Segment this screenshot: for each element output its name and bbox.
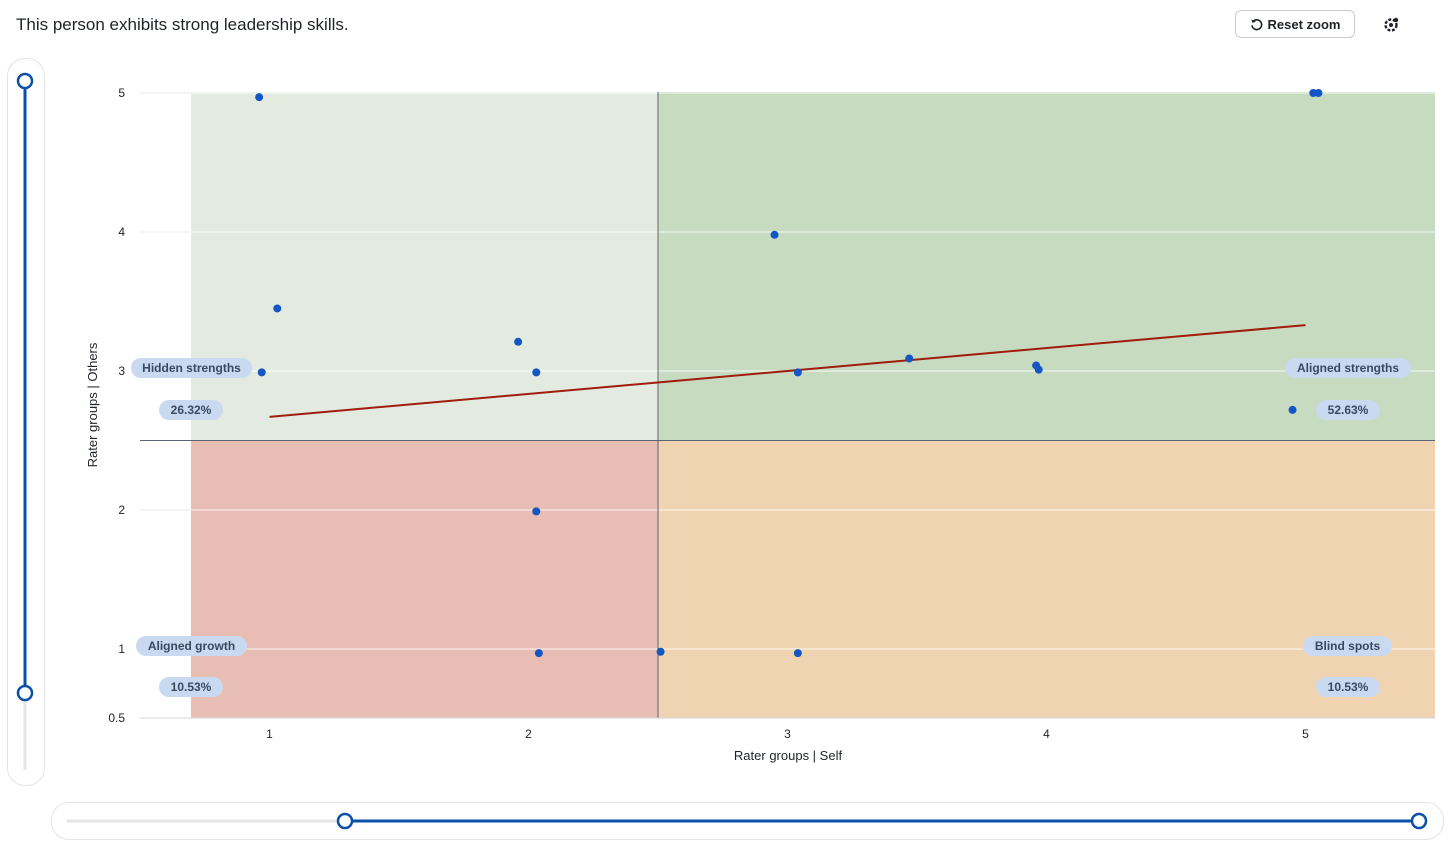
x-tick-label: 2 xyxy=(525,727,532,741)
x-tick-label: 3 xyxy=(784,727,791,741)
settings-button[interactable] xyxy=(1378,12,1404,38)
horizontal-slider-handle-right[interactable] xyxy=(1410,812,1428,830)
data-point[interactable] xyxy=(1314,89,1323,97)
blind-spots-percent: 10.53% xyxy=(1316,677,1380,697)
data-point[interactable] xyxy=(770,230,779,239)
data-point[interactable] xyxy=(532,507,541,516)
chart-title: This person exhibits strong leadership s… xyxy=(16,15,349,34)
y-tick-label: 3 xyxy=(118,364,125,378)
data-point[interactable] xyxy=(532,368,541,377)
y-tick-label: 5 xyxy=(118,86,125,100)
data-point[interactable] xyxy=(793,649,802,658)
trend-line xyxy=(269,324,1306,418)
x-tick-label: 5 xyxy=(1302,727,1309,741)
blind-spots-quadrant xyxy=(658,440,1435,718)
aligned-growth-label: Aligned growth xyxy=(136,636,247,656)
x-tick-label: 4 xyxy=(1043,727,1050,741)
aligned-growth-percent: 10.53% xyxy=(159,677,223,697)
vertical-slider-handle-top[interactable] xyxy=(16,72,34,90)
aligned-growth-quadrant xyxy=(191,440,658,718)
x-axis-title: Rater groups | Self xyxy=(734,748,843,763)
vertical-slider-handle-bottom[interactable] xyxy=(16,684,34,702)
hidden-strengths-quadrant xyxy=(191,92,658,441)
y-tick-label: 4 xyxy=(118,225,125,239)
aligned-strengths-percent: 52.63% xyxy=(1316,400,1380,420)
y-axis-title: Rater groups | Others xyxy=(85,342,100,467)
data-point[interactable] xyxy=(257,368,266,377)
data-point[interactable] xyxy=(905,354,914,363)
blind-spots-label: Blind spots xyxy=(1303,636,1392,656)
reset-zoom-label: Reset zoom xyxy=(1267,16,1341,32)
data-point[interactable] xyxy=(273,304,282,313)
aligned-strengths-quadrant xyxy=(658,92,1435,441)
data-point[interactable] xyxy=(255,93,264,102)
aligned-strengths-label: Aligned strengths xyxy=(1285,358,1411,378)
data-point[interactable] xyxy=(534,649,543,658)
horizontal-slider-handle-left[interactable] xyxy=(336,812,354,830)
reset-zoom-button[interactable]: Reset zoom xyxy=(1235,10,1355,38)
data-point[interactable] xyxy=(656,647,665,656)
reset-icon xyxy=(1250,18,1262,30)
hidden-strengths-percent: 26.32% xyxy=(159,400,223,420)
y-tick-label: 0.5 xyxy=(108,711,125,725)
data-point[interactable] xyxy=(793,368,802,377)
y-tick-label: 1 xyxy=(118,642,125,656)
gear-icon xyxy=(1384,17,1399,32)
x-tick-label: 1 xyxy=(266,727,273,741)
data-point[interactable] xyxy=(1034,365,1043,374)
data-point[interactable] xyxy=(514,337,523,346)
data-point[interactable] xyxy=(1288,405,1297,414)
hidden-strengths-label: Hidden strengths xyxy=(131,358,252,378)
y-tick-label: 2 xyxy=(118,503,125,517)
